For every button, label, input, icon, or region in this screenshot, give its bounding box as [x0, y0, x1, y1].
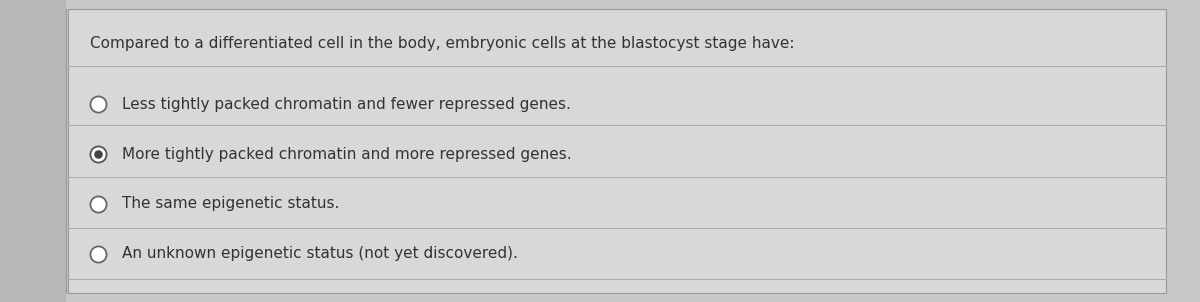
Text: The same epigenetic status.: The same epigenetic status.	[122, 196, 340, 211]
Bar	[0, 0, 66, 302]
Text: Less tightly packed chromatin and fewer repressed genes.: Less tightly packed chromatin and fewer …	[122, 97, 571, 112]
Text: More tightly packed chromatin and more repressed genes.: More tightly packed chromatin and more r…	[122, 146, 572, 162]
Point	[89, 152, 108, 156]
Point	[89, 201, 108, 206]
Point	[89, 102, 108, 107]
Point	[89, 251, 108, 256]
Point	[89, 152, 108, 156]
Text: Compared to a differentiated cell in the body, embryonic cells at the blastocyst: Compared to a differentiated cell in the…	[90, 36, 794, 51]
Text: An unknown epigenetic status (not yet discovered).: An unknown epigenetic status (not yet di…	[122, 246, 518, 261]
